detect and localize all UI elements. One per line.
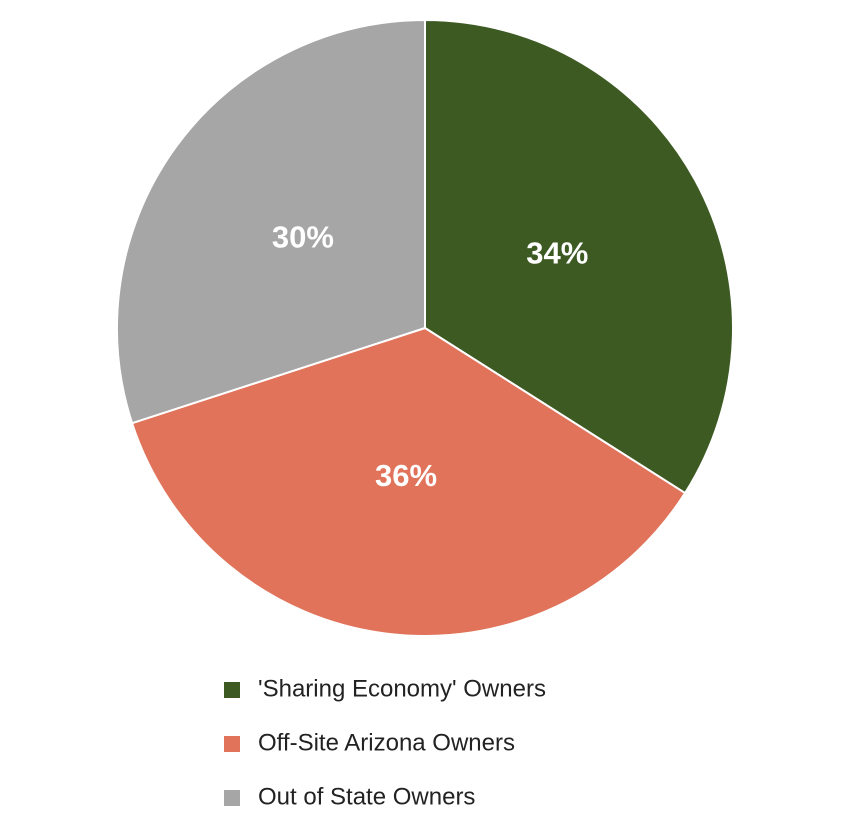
pie-slice	[116, 18, 426, 425]
data-label: 36%	[375, 458, 437, 493]
legend-label: Off-Site Arizona Owners	[258, 729, 515, 756]
legend-label: Out of State Owners	[258, 783, 475, 810]
legend-swatch	[224, 736, 240, 752]
pie-slice	[130, 326, 687, 637]
legend-label: 'Sharing Economy' Owners	[258, 675, 546, 702]
data-label: 34%	[526, 235, 588, 270]
legend-swatch	[224, 682, 240, 698]
data-label: 30%	[272, 219, 334, 254]
pie-slice	[424, 18, 734, 495]
legend-swatch	[224, 790, 240, 806]
